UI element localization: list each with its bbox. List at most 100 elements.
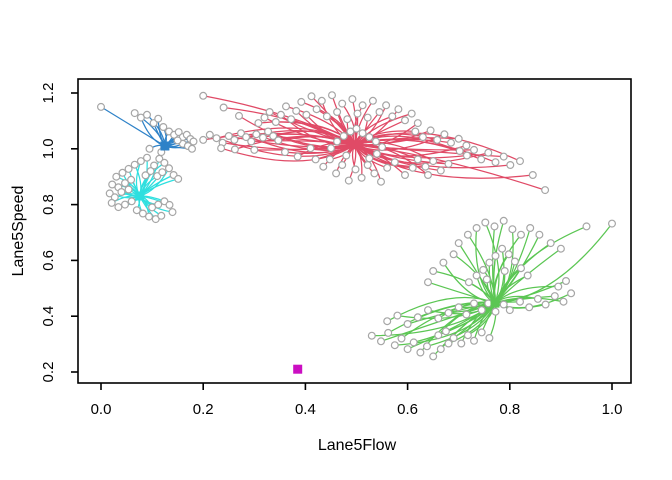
data-point	[370, 169, 379, 178]
cluster-edge	[275, 121, 356, 146]
data-point	[120, 200, 129, 209]
data-point	[311, 155, 320, 164]
data-point	[371, 137, 380, 146]
data-point	[463, 230, 472, 239]
data-point	[462, 310, 471, 319]
cluster-edge	[100, 106, 166, 147]
data-point	[421, 162, 430, 171]
data-point	[317, 96, 326, 105]
y-tick-label: 1.0	[40, 138, 57, 159]
data-point	[250, 145, 259, 154]
data-point	[333, 107, 342, 116]
data-point	[516, 230, 525, 239]
data-point	[397, 334, 406, 343]
cluster-red-centroid	[350, 140, 360, 150]
data-point	[165, 164, 174, 173]
data-point	[383, 317, 392, 326]
cluster-edge	[452, 253, 496, 304]
data-point	[436, 166, 445, 175]
data-point	[188, 144, 197, 153]
data-point	[143, 110, 152, 119]
data-point	[515, 157, 524, 166]
data-point	[433, 135, 442, 144]
data-point	[384, 328, 393, 337]
data-point	[219, 103, 228, 112]
data-point	[535, 230, 544, 239]
data-point	[499, 300, 508, 309]
cluster-blue-centroid	[160, 141, 170, 151]
data-point	[150, 161, 159, 170]
data-point	[408, 163, 417, 172]
data-point	[132, 206, 141, 215]
data-point	[159, 122, 168, 131]
data-point	[429, 157, 438, 166]
data-point	[607, 219, 616, 228]
data-point	[358, 101, 367, 110]
data-point	[306, 144, 315, 153]
data-point	[353, 109, 362, 118]
y-tick-label: 1.2	[40, 83, 57, 104]
data-point	[325, 155, 334, 164]
data-point	[96, 102, 105, 111]
data-point	[439, 258, 448, 267]
data-point	[541, 300, 550, 309]
data-point	[409, 338, 418, 347]
data-point	[498, 244, 507, 253]
data-point	[454, 303, 463, 312]
data-point	[499, 216, 508, 225]
data-point	[485, 258, 494, 267]
data-point	[388, 112, 397, 121]
data-point	[477, 155, 486, 164]
data-point	[523, 271, 532, 280]
y-tick-label: 0.6	[40, 250, 57, 271]
data-point	[457, 339, 466, 348]
data-point	[276, 110, 285, 119]
x-axis: 0.0 0.2 0.4 0.6 0.8 1.0	[91, 383, 622, 418]
data-point	[504, 250, 513, 259]
data-point	[500, 267, 509, 276]
cluster-centroids-layer	[135, 140, 500, 374]
data-point	[464, 278, 473, 287]
data-point	[481, 218, 490, 227]
data-point	[434, 331, 443, 340]
data-point	[138, 209, 147, 218]
data-point	[259, 133, 268, 142]
cluster-edge	[493, 234, 522, 304]
data-point	[525, 303, 534, 312]
data-point	[217, 144, 226, 153]
data-point	[429, 267, 438, 276]
data-point	[424, 171, 433, 180]
data-point	[490, 222, 499, 231]
data-point	[491, 307, 500, 316]
data-point	[365, 154, 374, 163]
data-point	[254, 119, 263, 128]
data-point	[508, 225, 517, 234]
data-point	[297, 97, 306, 106]
data-point	[429, 352, 438, 361]
data-point	[343, 115, 352, 124]
data-point	[199, 135, 208, 144]
data-point	[165, 200, 174, 209]
data-point	[403, 345, 412, 354]
data-point	[130, 160, 139, 169]
data-point	[390, 341, 399, 350]
data-point	[338, 161, 347, 170]
data-point	[117, 188, 126, 197]
data-point	[454, 134, 463, 143]
data-point	[160, 158, 169, 167]
plot-box	[77, 78, 632, 384]
data-point	[118, 168, 127, 177]
data-point	[189, 137, 198, 146]
data-point	[423, 342, 432, 351]
data-point	[462, 151, 471, 160]
data-point	[516, 264, 525, 273]
cluster-edge	[494, 227, 531, 304]
data-point	[449, 250, 458, 259]
data-point	[367, 331, 376, 340]
data-point	[470, 145, 479, 154]
data-point	[372, 149, 381, 158]
data-point	[526, 224, 535, 233]
data-point	[393, 311, 402, 320]
cluster-cyan-centroid	[135, 191, 145, 201]
